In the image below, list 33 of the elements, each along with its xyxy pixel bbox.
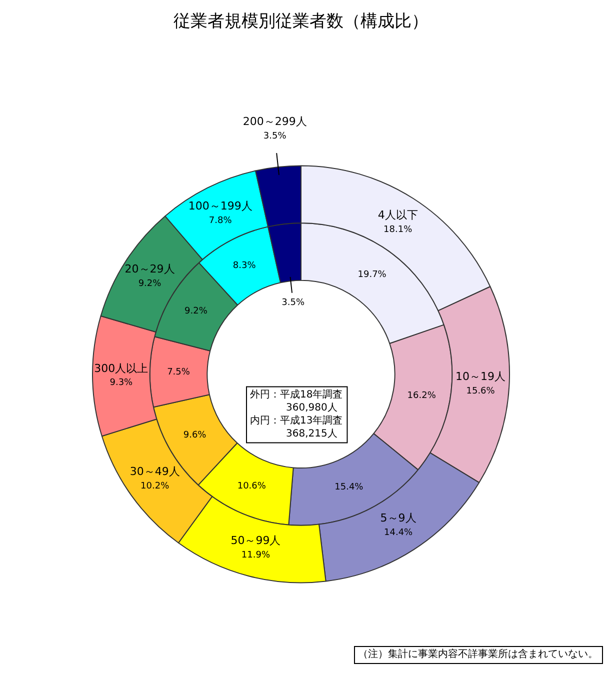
data-label: 16.2% <box>407 390 436 401</box>
slice-label: 20～29人 <box>124 262 175 276</box>
data-label: 7.5% <box>167 368 190 378</box>
data-label: 15.6% <box>466 386 496 397</box>
data-label: 9.2% <box>184 306 208 317</box>
data-label: 8.3% <box>232 260 256 271</box>
slice-label: 50～99人 <box>230 534 281 548</box>
data-label: 14.4% <box>384 528 414 538</box>
slice-label: 300人以上 <box>94 362 148 375</box>
data-label: 18.1% <box>384 225 413 236</box>
data-label: 11.9% <box>241 550 270 561</box>
text: 368,215人 <box>286 428 338 440</box>
text: 360,980人 <box>286 402 338 414</box>
data-label: 10.6% <box>237 482 266 492</box>
text: 内円：平成13年調査 <box>250 414 343 426</box>
chart-title: 従業者規模別従業者数（構成比） <box>174 12 428 32</box>
data-label: 3.5% <box>282 298 305 308</box>
slice-label: 200～299人 <box>242 115 307 128</box>
data-label: 10.2% <box>140 481 170 492</box>
data-label: 9.6% <box>183 430 207 441</box>
data-label: 7.8% <box>208 216 232 226</box>
data-label: 3.5% <box>263 131 287 142</box>
data-label: 19.7% <box>358 270 387 280</box>
slice-label: 4人以下 <box>378 208 418 222</box>
slice-label: 10～19人 <box>456 370 506 384</box>
data-label: 9.2% <box>138 279 162 290</box>
data-label: 15.4% <box>334 482 364 492</box>
slice-label: 5～9人 <box>380 511 416 524</box>
slice-label: 30～49人 <box>130 464 180 478</box>
slice-label: 100～199人 <box>188 199 252 212</box>
text: （注）集計に事業内容不詳事業所は含まれていない。 <box>358 648 598 660</box>
text: 外円：平成18年調査 <box>250 388 343 400</box>
data-label: 9.3% <box>110 378 134 388</box>
